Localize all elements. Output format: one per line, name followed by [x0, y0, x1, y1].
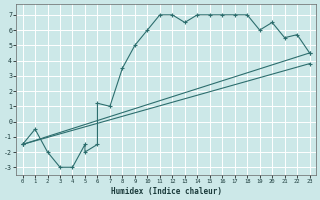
X-axis label: Humidex (Indice chaleur): Humidex (Indice chaleur) [111, 187, 221, 196]
